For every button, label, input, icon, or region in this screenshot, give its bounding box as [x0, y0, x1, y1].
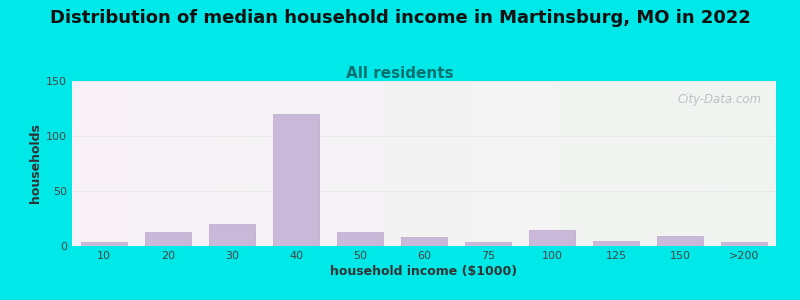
Y-axis label: households: households — [29, 124, 42, 203]
Text: All residents: All residents — [346, 66, 454, 81]
Bar — [81, 242, 127, 246]
Bar — [465, 242, 511, 246]
Bar — [337, 232, 383, 246]
Bar — [273, 114, 319, 246]
Bar — [209, 224, 255, 246]
Bar — [657, 236, 703, 246]
Bar — [145, 232, 191, 246]
Text: City-Data.com: City-Data.com — [678, 92, 762, 106]
Bar — [401, 237, 447, 246]
Bar — [721, 242, 767, 246]
Text: Distribution of median household income in Martinsburg, MO in 2022: Distribution of median household income … — [50, 9, 750, 27]
X-axis label: household income ($1000): household income ($1000) — [330, 265, 518, 278]
Bar — [593, 241, 639, 246]
Bar — [529, 230, 575, 246]
